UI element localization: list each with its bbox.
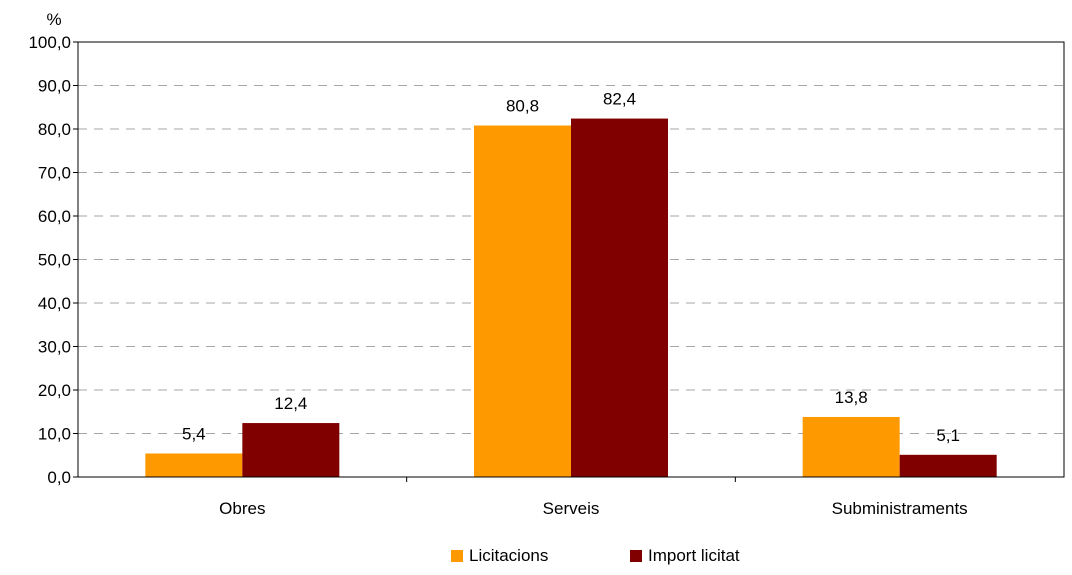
y-tick-label: 80,0 [38,120,71,139]
legend-swatch [630,550,642,562]
legend-swatch [451,550,463,562]
bar-licitacions-subministraments [802,416,900,477]
x-category-label: Subministraments [832,499,968,518]
y-tick-label: 50,0 [38,251,71,270]
y-tick-label: 100,0 [28,33,71,52]
x-category-label: Serveis [543,499,600,518]
labels: 0,0 10,0 20,0 30,0 40,0 50,0 60,0 70,0 80,0 90,0 1… [28,10,967,518]
y-tick-label: 10,0 [38,425,71,444]
bar-licitacions-serveis [474,125,571,478]
bar-import-licitat-subministraments [899,454,997,477]
legend-label: Import licitat [648,546,740,565]
y-tick-label: 30,0 [38,338,71,357]
bars [145,118,997,478]
y-tick-label: 20,0 [38,381,71,400]
bar-import-licitat-serveis [571,118,668,477]
axes [73,41,1065,482]
data-label: 12,4 [274,394,307,413]
data-label: 13,8 [835,388,868,407]
bar-licitacions-obres [145,453,243,477]
legend-label: Licitacions [469,546,548,565]
legend: Licitacions Import licitat [451,546,740,565]
bar-import-licitat-obres [242,423,340,477]
y-unit-label: % [46,10,61,29]
y-tick-label: 60,0 [38,207,71,226]
y-tick-label: 0,0 [47,468,71,487]
y-tick-label: 70,0 [38,164,71,183]
data-label: 5,1 [936,426,960,445]
data-label: 82,4 [603,90,636,109]
data-label: 5,4 [182,425,206,444]
data-label: 80,8 [506,97,539,116]
grid-lines [78,85,1064,434]
x-category-label: Obres [219,499,265,518]
y-tick-label: 90,0 [38,77,71,96]
y-tick-label: 40,0 [38,294,71,313]
